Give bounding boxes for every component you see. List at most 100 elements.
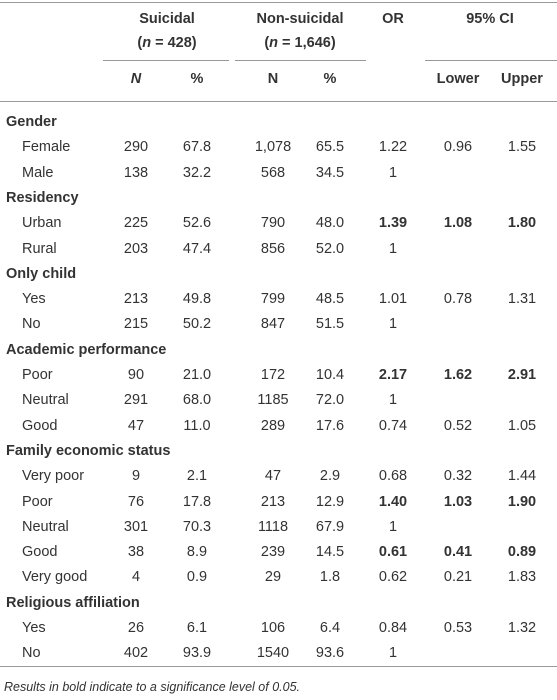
rule — [0, 2, 557, 3]
cell: 291 — [123, 392, 149, 409]
cell: 67.8 — [182, 139, 212, 156]
cell: 0.68 — [378, 468, 408, 485]
cell: 1 — [388, 316, 398, 333]
cell: 0.41 — [443, 544, 473, 561]
row-label: Very poor — [22, 468, 85, 485]
n-open: ( — [264, 35, 270, 51]
cell: 1.40 — [378, 493, 408, 510]
cell: 1.01 — [378, 291, 408, 308]
section-title: Academic performance — [6, 341, 167, 358]
cell: 8.9 — [186, 544, 208, 561]
cell: 172 — [260, 367, 286, 383]
cell: 17.8 — [182, 493, 212, 510]
cell: 1.31 — [507, 291, 537, 308]
n-open: ( — [137, 35, 143, 51]
cell: 215 — [123, 316, 149, 333]
group-n: (n = 1,646) — [264, 34, 335, 52]
cell: 17.6 — [315, 417, 345, 434]
cell: 203 — [123, 240, 149, 257]
cell: 47 — [264, 468, 282, 485]
cell: 1,078 — [254, 139, 292, 156]
section-title: Residency — [6, 189, 79, 206]
cell: 1.8 — [319, 569, 341, 586]
cell: 38 — [127, 544, 145, 561]
cell: 1.39 — [378, 215, 408, 232]
cell: 0.32 — [443, 468, 473, 485]
row-label: Urban — [22, 215, 62, 232]
row-label: Good — [22, 544, 58, 561]
cell: 47 — [127, 417, 145, 434]
cell: 290 — [123, 139, 149, 156]
cell: 48.0 — [315, 215, 345, 232]
n-rest: = 428) — [151, 35, 197, 51]
cell: 0.89 — [507, 544, 537, 561]
rule — [0, 101, 557, 102]
cell: 14.5 — [315, 544, 345, 561]
cell: 67.9 — [315, 518, 345, 535]
column-header: Upper — [501, 71, 543, 87]
row-label: Good — [22, 417, 58, 434]
n-var: n — [142, 35, 152, 51]
cell: 790 — [260, 215, 286, 232]
cell: 70.3 — [182, 518, 212, 535]
cell: 1 — [388, 240, 398, 257]
row-label: Yes — [22, 620, 46, 636]
row-label: Poor — [22, 367, 53, 383]
cell: 4 — [131, 569, 141, 586]
group-header: Non-suicidal — [256, 11, 344, 27]
cell: 1118 — [257, 518, 289, 535]
cell: 0.61 — [378, 544, 408, 561]
row-label: Poor — [22, 493, 53, 510]
cell: 213 — [260, 493, 286, 510]
cell: 289 — [260, 417, 286, 434]
row-label: Neutral — [22, 392, 69, 409]
cell: 1.62 — [443, 367, 473, 383]
cell: 1185 — [257, 392, 289, 409]
cell: 856 — [260, 240, 286, 257]
cell: 93.6 — [315, 645, 345, 662]
cell: 1.03 — [443, 493, 473, 510]
cell: 402 — [123, 645, 149, 662]
row-label: Rural — [22, 240, 57, 257]
cell: 1.05 — [507, 417, 537, 434]
cell: 2.9 — [319, 468, 341, 485]
cell: 1 — [388, 392, 398, 409]
cell: 1540 — [256, 645, 290, 662]
cell: 1 — [388, 518, 398, 535]
ci-header: 95% CI — [466, 11, 514, 27]
cell: 51.5 — [315, 316, 345, 333]
column-header: N — [267, 71, 279, 87]
cell: 72.0 — [315, 392, 345, 409]
cell: 90 — [127, 367, 145, 383]
footnote: Results in bold indicate to a significan… — [4, 680, 301, 694]
cell: 239 — [260, 544, 286, 561]
cell: 11.0 — [183, 417, 211, 434]
cell: 301 — [123, 518, 149, 535]
cell: 6.4 — [319, 620, 341, 636]
group-n: (n = 428) — [137, 34, 196, 52]
cell: 1 — [388, 645, 398, 662]
section-title: Family economic status — [6, 442, 171, 459]
rule — [103, 60, 229, 61]
cell: 0.62 — [378, 569, 408, 586]
group-header: Suicidal — [139, 11, 195, 27]
row-label: Male — [22, 164, 54, 181]
cell: 12.9 — [315, 493, 345, 510]
cell: 0.53 — [443, 620, 473, 636]
cell: 0.74 — [378, 417, 408, 434]
cell: 213 — [123, 291, 149, 308]
row-label: Yes — [22, 291, 46, 308]
row-label: Very good — [22, 569, 88, 586]
column-header: N — [130, 71, 142, 87]
n-rest: = 1,646) — [278, 35, 336, 51]
cell: 1.80 — [507, 215, 537, 232]
or-header: OR — [382, 11, 404, 27]
cell: 10.4 — [315, 367, 345, 383]
cell: 0.9 — [186, 569, 208, 586]
cell: 0.96 — [443, 139, 473, 156]
cell: 0.52 — [443, 417, 473, 434]
cell: 47.4 — [182, 240, 212, 257]
cell: 1.83 — [507, 569, 537, 586]
cell: 1.32 — [507, 620, 537, 636]
cell: 52.0 — [315, 240, 345, 257]
